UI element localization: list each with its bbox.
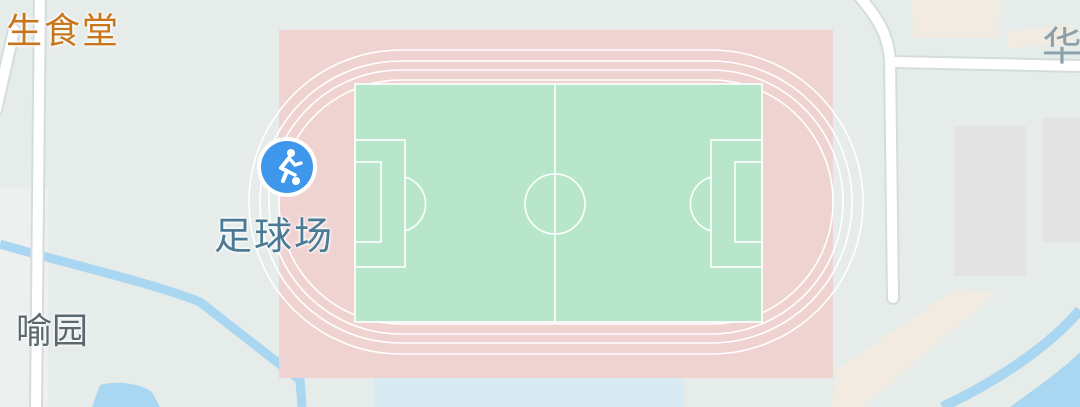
soccer-player-icon — [261, 141, 313, 193]
road-label-yu: 喻园 — [16, 311, 89, 352]
river — [0, 239, 307, 407]
building — [374, 378, 684, 407]
pitch-markings — [354, 83, 763, 323]
building — [1006, 24, 1074, 48]
building — [912, 0, 1000, 38]
building — [1043, 118, 1080, 242]
building — [954, 126, 1026, 276]
lake — [1010, 352, 1080, 407]
road-label-hua: 华 — [1042, 24, 1080, 70]
pond — [92, 382, 160, 407]
football-pitch — [355, 84, 762, 322]
football-field-marker[interactable] — [257, 137, 317, 197]
football-field-label[interactable]: 足球场 — [214, 214, 335, 258]
canteen-label[interactable]: 生食堂 — [6, 11, 121, 52]
canal — [939, 306, 1080, 407]
building — [832, 288, 996, 407]
